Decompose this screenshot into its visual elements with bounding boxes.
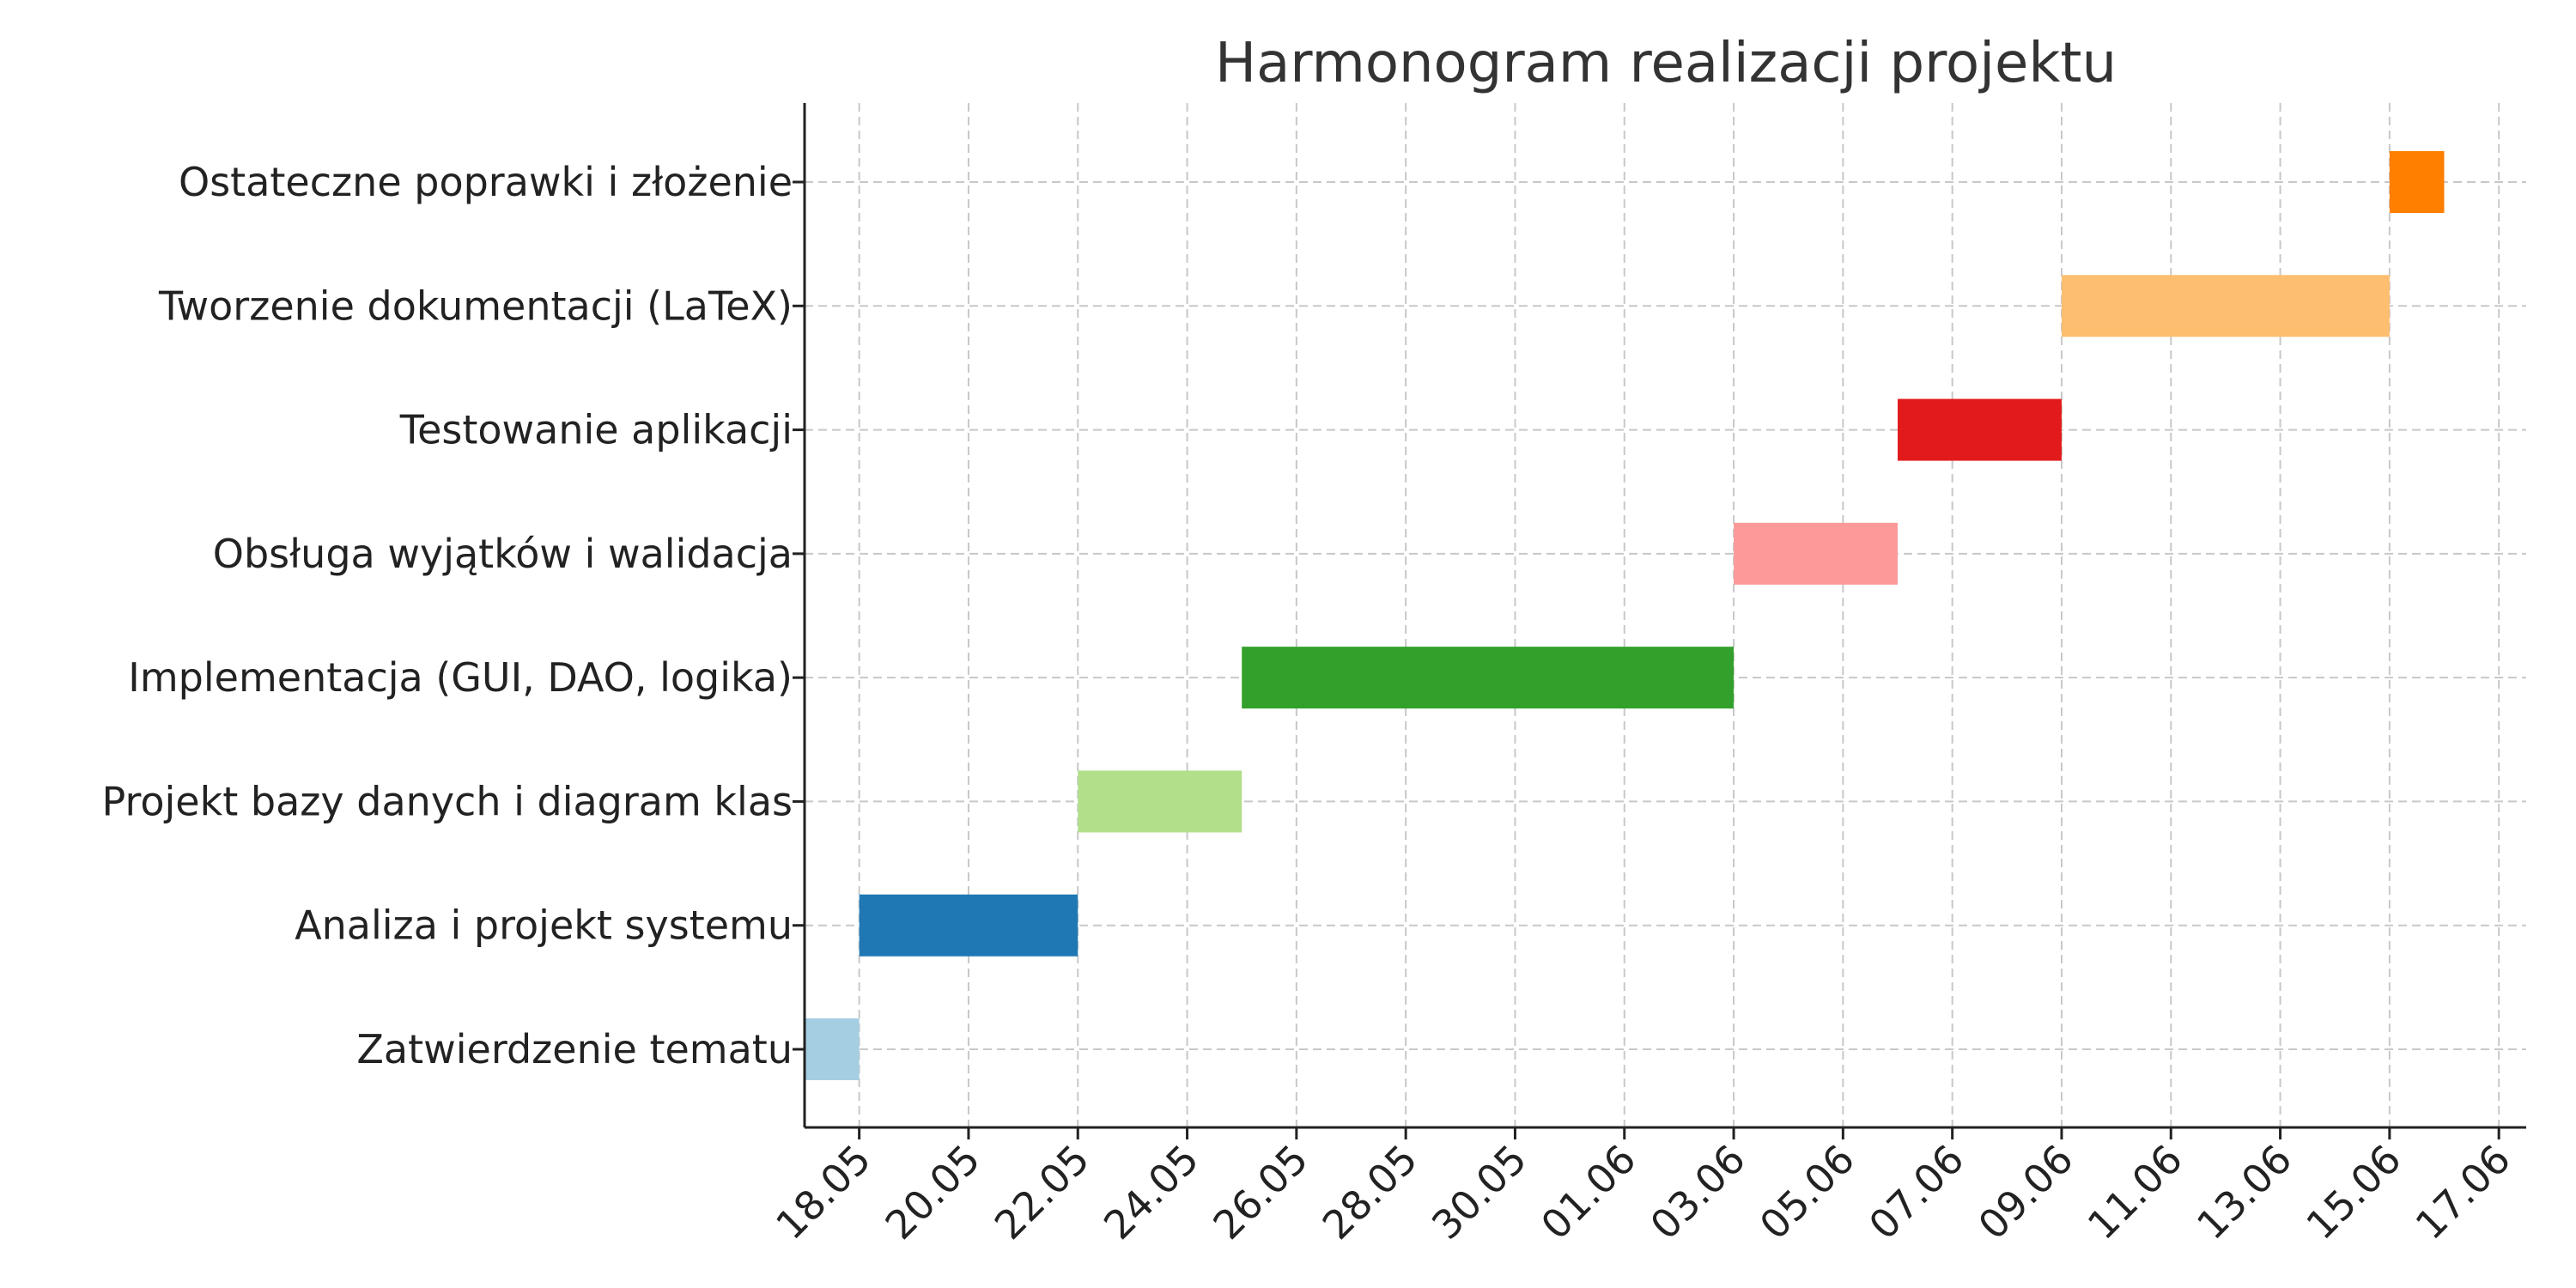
task-bar [2061, 275, 2390, 337]
task-bar [2389, 151, 2445, 213]
x-tick-label: 09.06 [1969, 1136, 2081, 1249]
task-label: Implementacja (GUI, DAO, logika) [128, 654, 793, 701]
task-label: Tworzenie dokumentacji (LaTeX) [158, 283, 793, 329]
task-label: Zatwierdzenie tematu [356, 1026, 793, 1072]
task-label: Testowanie aplikacji [399, 407, 793, 453]
chart-title: Harmonogram realizacji projektu [1215, 32, 2117, 95]
task-label: Obsługa wyjątków i walidacja [213, 531, 793, 577]
task-bar [1734, 522, 1899, 585]
grid-layer [793, 103, 2526, 1139]
x-tick-label: 01.06 [1532, 1136, 1644, 1249]
x-tick-label: 03.06 [1642, 1136, 1754, 1249]
task-bar [859, 894, 1078, 957]
task-bar [1898, 398, 2062, 461]
task-bar [1242, 647, 1735, 709]
y-axis-labels: Zatwierdzenie tematu Analiza i projekt sy… [102, 159, 793, 1072]
task-label: Analiza i projekt systemu [295, 902, 793, 949]
x-tick-label: 11.06 [2079, 1136, 2191, 1249]
x-tick-label: 05.06 [1751, 1136, 1863, 1249]
x-tick-label: 28.05 [1314, 1136, 1426, 1249]
task-label: Projekt bazy danych i diagram klas [102, 778, 793, 824]
x-axis-labels: 18.0520.0522.0524.0526.0528.0530.0501.06… [767, 1136, 2519, 1249]
x-tick-label: 30.05 [1423, 1136, 1535, 1249]
x-tick-label: 18.05 [767, 1136, 879, 1249]
task-bar [1078, 770, 1242, 833]
x-tick-label: 24.05 [1095, 1136, 1207, 1249]
x-tick-label: 13.06 [2188, 1136, 2300, 1249]
x-tick-label: 26.05 [1204, 1136, 1316, 1249]
x-tick-label: 20.05 [876, 1136, 988, 1249]
task-label: Ostateczne poprawki i złożenie [179, 159, 793, 205]
bars-layer [805, 151, 2445, 1080]
task-bar [805, 1018, 860, 1080]
x-tick-label: 17.06 [2407, 1136, 2519, 1249]
x-tick-label: 07.06 [1860, 1136, 1972, 1249]
x-tick-label: 15.06 [2297, 1136, 2409, 1249]
x-tick-label: 22.05 [986, 1136, 1098, 1249]
